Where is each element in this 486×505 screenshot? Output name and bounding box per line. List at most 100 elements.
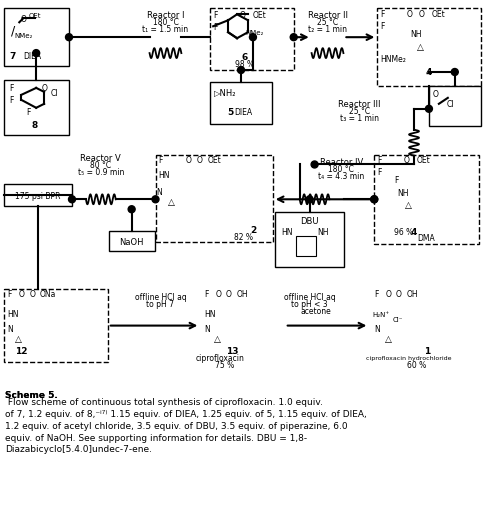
Text: NH: NH [317,227,329,236]
Text: 5: 5 [227,108,233,117]
Text: 4: 4 [411,227,417,236]
Text: t₄ = 4.3 min: t₄ = 4.3 min [318,172,364,181]
Text: DMA: DMA [417,233,435,242]
Circle shape [238,67,244,74]
Text: Scheme 5.: Scheme 5. [5,390,58,399]
Text: HNMe₂: HNMe₂ [380,55,406,64]
Text: 180 °C: 180 °C [153,18,178,27]
Text: 96 %: 96 % [394,227,414,236]
Bar [4,9,69,67]
Text: F: F [394,176,399,184]
Text: to pH < 3: to pH < 3 [291,299,328,309]
Bar [429,87,481,126]
Text: F: F [204,290,208,298]
Text: O: O [18,290,24,298]
Text: 25 °C: 25 °C [317,18,338,27]
Circle shape [152,196,159,204]
Bar [4,289,108,363]
Circle shape [290,35,297,41]
Text: DBU: DBU [300,216,319,225]
Text: Cl⁻: Cl⁻ [392,316,402,322]
Bar [210,83,272,124]
Bar [4,185,72,207]
Text: 82 %: 82 % [233,232,253,241]
Text: N: N [374,324,380,333]
Text: NMe₂: NMe₂ [14,33,33,39]
Text: 60 %: 60 % [407,360,427,369]
Text: N: N [7,324,13,333]
Text: F: F [26,108,31,117]
Text: ciprofloxacin: ciprofloxacin [196,353,244,362]
Text: ▷NH₂: ▷NH₂ [214,88,236,97]
Circle shape [451,69,458,76]
Text: Reactor IV: Reactor IV [320,158,363,167]
Text: Scheme 5.: Scheme 5. [5,390,58,399]
Circle shape [311,162,318,169]
Text: 175 psi BPR: 175 psi BPR [16,191,61,200]
Text: O: O [196,156,202,165]
Text: acetone: acetone [300,307,331,316]
Bar [295,237,315,257]
Text: H₂N⁺: H₂N⁺ [372,311,389,317]
Text: OH: OH [237,290,249,298]
Text: ONa: ONa [39,290,55,298]
Text: Reactor V: Reactor V [81,154,121,163]
Text: F: F [213,11,218,20]
Text: to pH 7: to pH 7 [146,299,174,309]
Text: t₅ = 0.9 min: t₅ = 0.9 min [78,168,124,177]
Text: O: O [240,11,246,20]
Text: NaOH: NaOH [120,237,144,246]
Circle shape [66,35,72,41]
Text: O: O [226,290,232,298]
Text: O: O [41,84,47,93]
Text: /: / [11,25,16,38]
Circle shape [69,196,75,204]
Text: N: N [204,324,210,333]
Bar [377,9,481,87]
Text: Flow scheme of continuous total synthesis of ciprofloxacin. 1.0 equiv.
of 7, 1.2: Flow scheme of continuous total synthesi… [5,397,367,453]
Text: Cl: Cl [51,89,59,98]
Text: Reactor I: Reactor I [147,11,184,20]
Circle shape [33,50,40,58]
Bar [275,213,345,267]
Text: OEt: OEt [432,10,446,19]
Text: Reactor III: Reactor III [338,100,381,109]
Text: NMe₂: NMe₂ [245,30,263,36]
Text: △: △ [385,334,392,343]
Text: OH: OH [407,290,418,298]
Text: 25 °C: 25 °C [349,107,370,116]
Circle shape [249,35,257,41]
Text: t₃ = 1 min: t₃ = 1 min [340,114,379,123]
Text: HN: HN [204,310,216,319]
Text: 98 %: 98 % [235,60,255,68]
Text: DIEA: DIEA [23,52,41,61]
Text: O: O [385,290,391,298]
Bar [210,9,294,71]
Text: △: △ [15,334,22,343]
Bar [109,232,155,251]
Text: offline HCl aq: offline HCl aq [135,293,186,301]
Text: 75 %: 75 % [215,360,235,369]
Text: O: O [396,290,402,298]
Text: OEt: OEt [29,13,41,19]
Text: O: O [404,156,410,165]
Text: F: F [377,168,382,177]
Text: DIEA: DIEA [234,108,252,117]
Bar [156,155,273,242]
Text: 180 °C: 180 °C [329,165,354,174]
Text: 2: 2 [250,225,256,234]
Text: offline HCl aq: offline HCl aq [284,293,335,301]
Text: t₂ = 1 min: t₂ = 1 min [308,25,347,34]
Circle shape [371,196,378,204]
Text: O: O [419,10,425,19]
Text: NH: NH [410,30,421,38]
Circle shape [128,207,135,213]
Text: 8: 8 [31,121,37,130]
Text: 80 °C: 80 °C [90,161,111,170]
Text: O: O [407,10,413,19]
Text: 1: 1 [424,346,430,355]
Text: Cl: Cl [447,100,454,109]
Text: △: △ [405,200,412,210]
Text: 4: 4 [426,68,432,77]
Text: F: F [9,96,14,105]
